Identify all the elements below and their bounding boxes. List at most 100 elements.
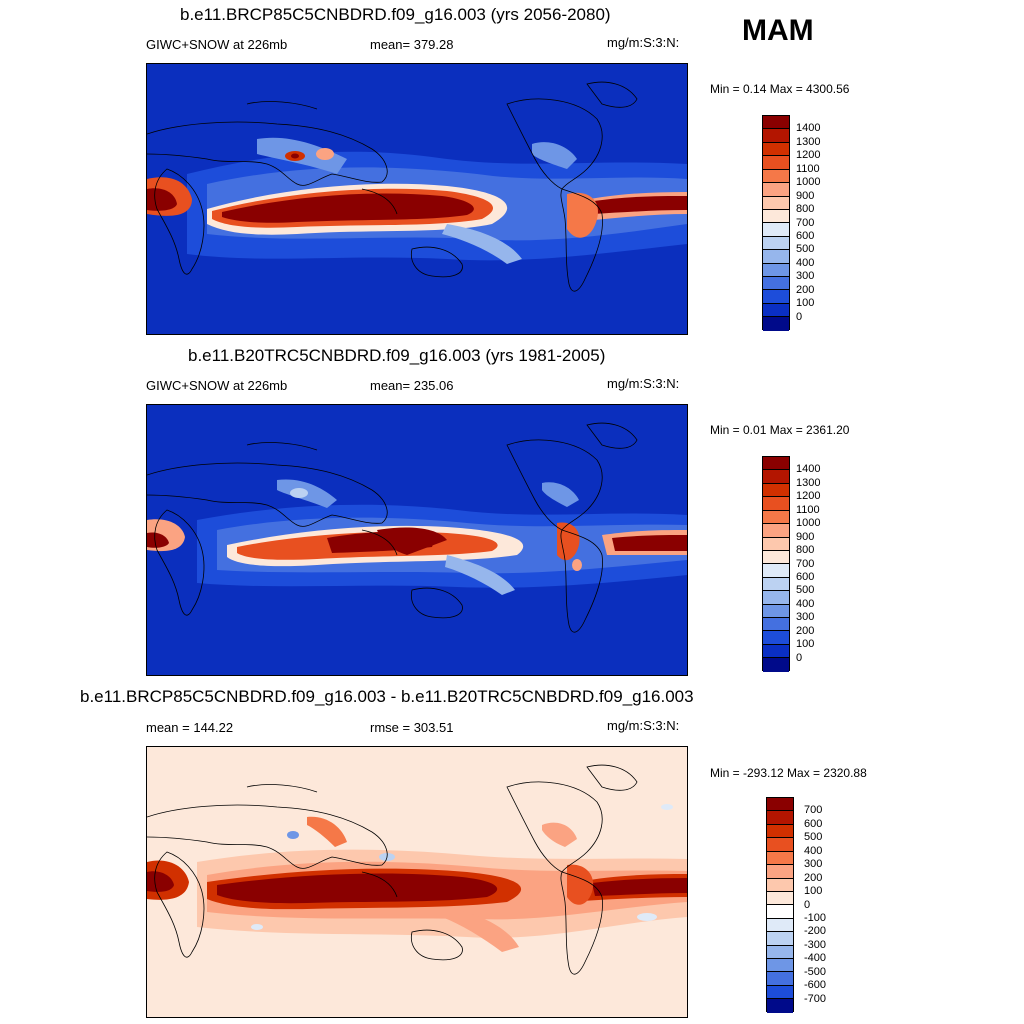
panel-3-colorbar-swatch <box>767 985 793 1000</box>
panel-3-colorbar-swatch <box>767 838 793 852</box>
panel-3-contour-field <box>147 747 687 1017</box>
panel-2-colorbar-swatch <box>763 537 789 551</box>
panel-3-colorbar-swatch <box>767 959 793 973</box>
panel-2-colorbar-swatch <box>763 604 789 619</box>
panel-3-colorbar-swatch <box>767 851 793 866</box>
panel-2-contour-field <box>147 405 687 675</box>
panel-1-colorbar-swatch <box>763 129 789 143</box>
colorbar-tick-label: 400 <box>796 256 815 269</box>
panel-1-contour-field <box>147 64 687 334</box>
panel-2-minmax: Min = 0.01 Max = 2361.20 <box>710 423 850 437</box>
colorbar-tick-label: 0 <box>796 310 803 323</box>
colorbar-tick-label: 300 <box>796 611 815 624</box>
panel-1-mean-label: mean= 379.28 <box>370 37 454 52</box>
panel-1-variable-label: GIWC+SNOW at 226mb <box>146 37 288 52</box>
colorbar-tick-label: 100 <box>796 297 815 310</box>
colorbar-tick-label: -600 <box>804 979 827 992</box>
panel-1-colorbar-swatch <box>763 196 789 210</box>
panel-1-colorbar-swatch <box>763 156 789 170</box>
colorbar-tick-label: 300 <box>796 270 815 283</box>
panel-2-colorbar-swatch <box>763 591 789 605</box>
panel-1-colorbar-swatch <box>763 250 789 264</box>
panel-1-colorbar-swatch <box>763 116 789 130</box>
colorbar-tick-label: -500 <box>804 965 827 978</box>
colorbar-tick-label: 0 <box>796 651 803 664</box>
colorbar-tick-label: -100 <box>804 911 827 924</box>
panel-3-colorbar-swatch <box>767 798 793 812</box>
panel-1-colorbar-swatch <box>763 169 789 184</box>
colorbar-tick-label: 1000 <box>796 517 821 530</box>
panel-1-colorbar <box>762 115 790 331</box>
colorbar-tick-label: 900 <box>796 189 815 202</box>
colorbar-tick-label: 600 <box>796 229 815 242</box>
panel-3-colorbar-swatch <box>767 811 793 825</box>
panel-3-map <box>146 746 688 1018</box>
colorbar-tick-label: -200 <box>804 925 827 938</box>
colorbar-tick-label: 700 <box>796 216 815 229</box>
colorbar-tick-label: 1200 <box>796 490 821 503</box>
colorbar-tick-label: 600 <box>804 817 823 830</box>
colorbar-tick-label: 200 <box>804 871 823 884</box>
panel-3-rmse-label: rmse = 303.51 <box>370 720 454 735</box>
panel-1-colorbar-swatch <box>763 183 789 197</box>
panel-2-mean-label: mean= 235.06 <box>370 378 454 393</box>
colorbar-tick-label: -400 <box>804 952 827 965</box>
panel-3-colorbar-swatch <box>767 972 793 986</box>
colorbar-tick-label: 300 <box>804 858 823 871</box>
panel-2-colorbar-swatch <box>763 618 789 632</box>
panel-3-colorbar-swatch <box>767 932 793 946</box>
panel-2-colorbar-swatch <box>763 470 789 484</box>
panel-3-colorbar-swatch <box>767 865 793 879</box>
panel-1-map <box>146 63 688 335</box>
colorbar-tick-label: -700 <box>804 992 827 1005</box>
panel-1-minmax: Min = 0.14 Max = 4300.56 <box>710 82 850 96</box>
colorbar-tick-label: -300 <box>804 938 827 951</box>
panel-2-colorbar-swatch <box>763 550 789 565</box>
colorbar-tick-label: 800 <box>796 203 815 216</box>
colorbar-tick-label: 100 <box>804 885 823 898</box>
panel-1-colorbar-swatch <box>763 277 789 291</box>
colorbar-tick-label: 1400 <box>796 463 821 476</box>
panel-1-colorbar-labels: 1400 1300 1200 1100 1000 900 800 700 600… <box>796 115 836 330</box>
panel-2-variable-label: GIWC+SNOW at 226mb <box>146 378 288 393</box>
panel-2-title: b.e11.B20TRC5CNBDRD.f09_g16.003 (yrs 198… <box>188 346 606 365</box>
panel-3-title: b.e11.BRCP85C5CNBDRD.f09_g16.003 - b.e11… <box>80 687 694 706</box>
panel-1-colorbar-swatch <box>763 317 789 331</box>
colorbar-tick-label: 900 <box>796 530 815 543</box>
panel-2-units-label: mg/m:S:3:N: <box>607 376 680 391</box>
colorbar-tick-label: 1400 <box>796 122 821 135</box>
colorbar-tick-label: 1000 <box>796 176 821 189</box>
panel-2-colorbar-swatch <box>763 644 789 659</box>
panel-1-colorbar-swatch <box>763 236 789 251</box>
colorbar-tick-label: 500 <box>804 831 823 844</box>
panel-2-colorbar-swatch <box>763 483 789 498</box>
panel-2-map <box>146 404 688 676</box>
panel-1-colorbar-swatch <box>763 209 789 224</box>
panel-3-minmax: Min = -293.12 Max = 2320.88 <box>710 766 867 780</box>
panel-2-colorbar <box>762 456 790 672</box>
season-label: MAM <box>742 14 814 47</box>
panel-1-colorbar-swatch <box>763 142 789 157</box>
panel-3-colorbar-swatch <box>767 945 793 960</box>
panel-3-colorbar-swatch <box>767 891 793 906</box>
panel-1-colorbar-swatch <box>763 223 789 237</box>
panel-2-colorbar-labels: 1400 1300 1200 1100 1000 900 800 700 600… <box>796 456 836 671</box>
panel-3-colorbar-swatch <box>767 999 793 1013</box>
panel-3-mean-label: mean = 144.22 <box>146 720 234 735</box>
colorbar-tick-label: 200 <box>796 624 815 637</box>
panel-2-colorbar-swatch <box>763 497 789 511</box>
colorbar-tick-label: 700 <box>796 557 815 570</box>
colorbar-tick-label: 700 <box>804 804 823 817</box>
panel-1-colorbar-swatch <box>763 303 789 318</box>
colorbar-tick-label: 1300 <box>796 135 821 148</box>
colorbar-tick-label: 200 <box>796 283 815 296</box>
colorbar-tick-label: 1200 <box>796 149 821 162</box>
panel-3-colorbar-swatch <box>767 918 793 933</box>
panel-2-colorbar-swatch <box>763 658 789 672</box>
panel-2-colorbar-swatch <box>763 631 789 645</box>
panel-1-title: b.e11.BRCP85C5CNBDRD.f09_g16.003 (yrs 20… <box>180 5 611 24</box>
colorbar-tick-label: 1100 <box>796 503 820 516</box>
panel-2-colorbar-swatch <box>763 457 789 471</box>
colorbar-tick-label: 1100 <box>796 162 820 175</box>
panel-1-colorbar-swatch <box>763 290 789 304</box>
